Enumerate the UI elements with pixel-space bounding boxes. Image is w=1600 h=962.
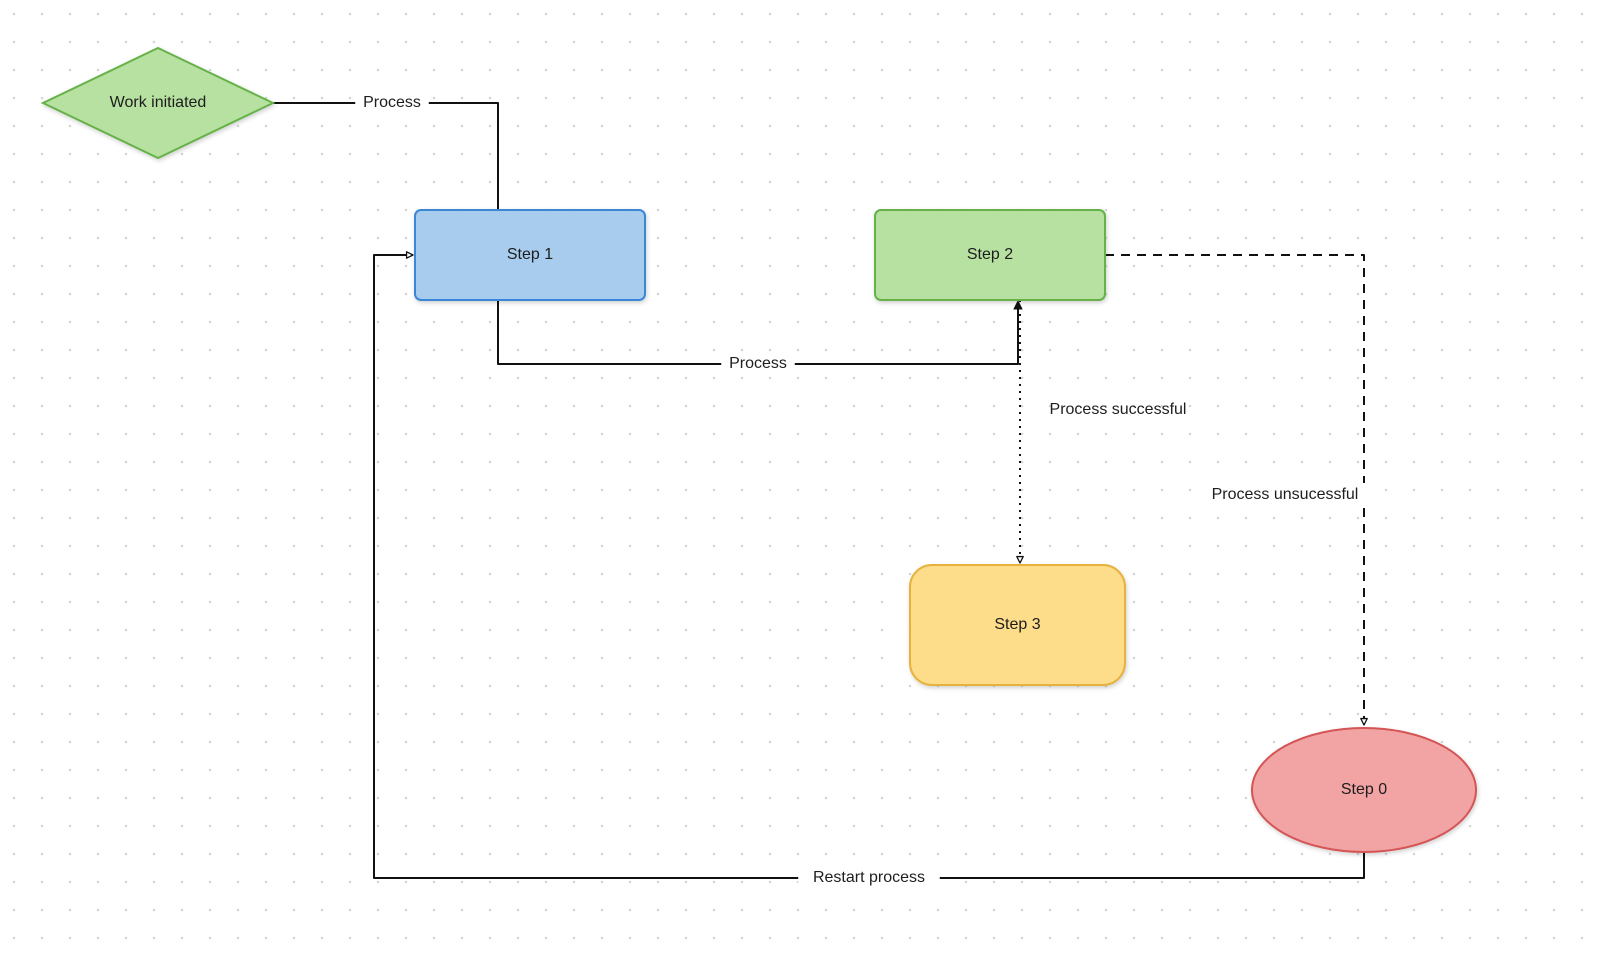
node-step0[interactable]: Step 0 <box>1252 728 1476 852</box>
node-step2[interactable]: Step 2 <box>875 210 1105 300</box>
edge-label: Restart process <box>813 869 925 886</box>
edge-label: Process <box>363 94 421 111</box>
node-label: Step 0 <box>1341 781 1387 798</box>
node-label: Step 2 <box>967 246 1013 263</box>
node-label: Step 1 <box>507 246 553 263</box>
edge-label: Process <box>729 355 787 372</box>
node-label: Work initiated <box>110 94 207 111</box>
edge-label: Process successful <box>1050 401 1187 418</box>
node-step1[interactable]: Step 1 <box>415 210 645 300</box>
node-label: Step 3 <box>994 616 1040 633</box>
flowchart-canvas: Process Process Process successful Process … <box>0 0 1600 962</box>
edge-label: Process unsucessful <box>1212 486 1359 503</box>
node-step3[interactable]: Step 3 <box>910 565 1125 685</box>
